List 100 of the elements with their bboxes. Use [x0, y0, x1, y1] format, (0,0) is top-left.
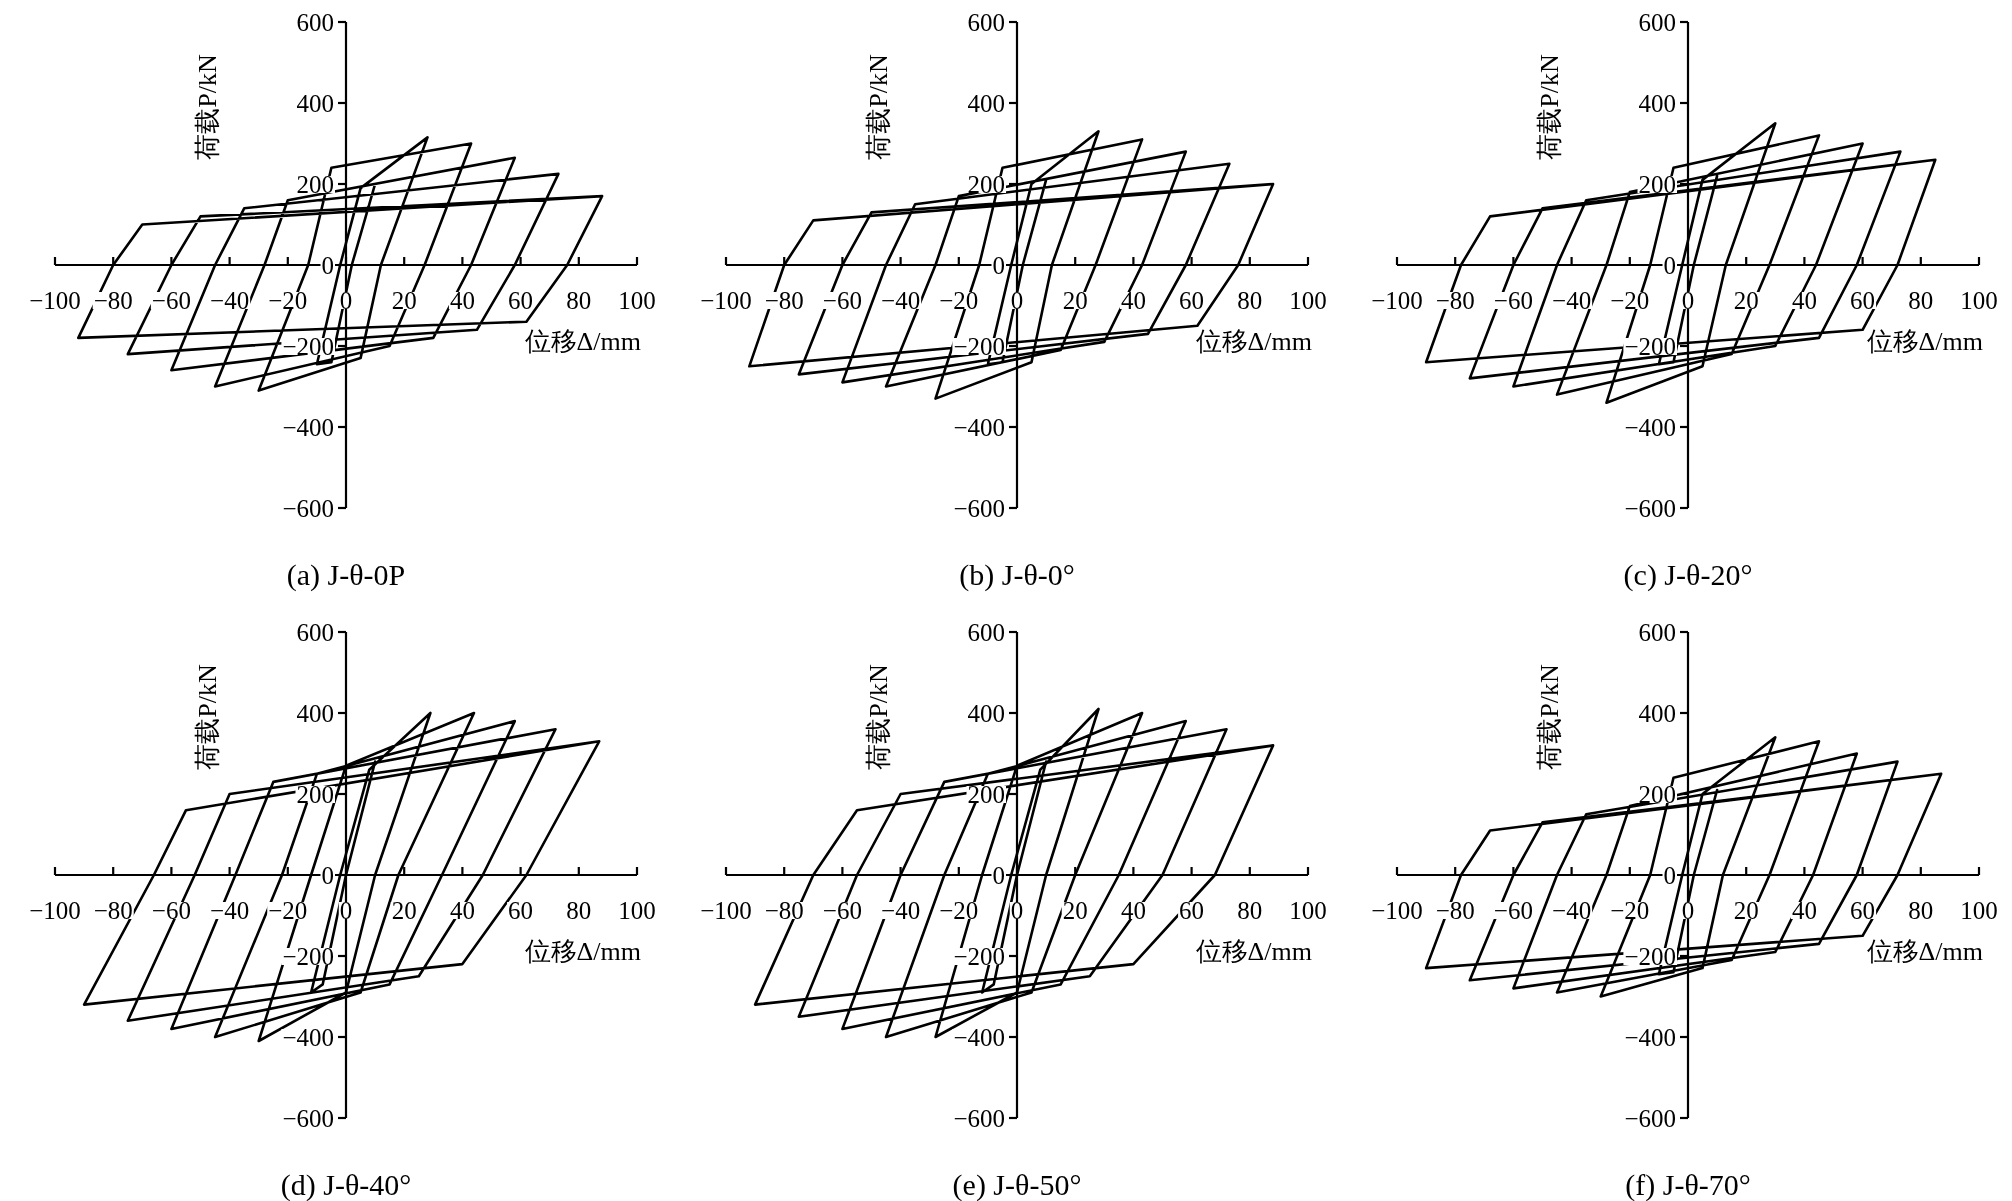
x-tick-label: −40: [1552, 287, 1592, 314]
y-tick-label: 200: [296, 171, 334, 198]
y-tick-label: 0: [1663, 252, 1676, 279]
y-tick-label: 600: [967, 619, 1005, 646]
text: (b) J-θ-0°: [959, 558, 1075, 592]
y-axis-title: 荷载P/kN: [864, 54, 893, 160]
y-tick-label: 400: [967, 90, 1005, 117]
x-tick-label: 0: [1681, 287, 1695, 314]
x-tick-label: 100: [1960, 897, 1998, 924]
x-tick-label: −100: [1371, 287, 1423, 314]
x-tick-label: 80: [566, 897, 592, 924]
x-tick-label: −20: [1610, 897, 1650, 924]
text: (c) J-θ-20°: [1623, 558, 1753, 592]
y-tick-label: 0: [1663, 862, 1676, 889]
y-axis-title: 荷载P/kN: [1535, 664, 1564, 770]
y-tick-label: 600: [1638, 9, 1676, 36]
y-tick-label: −200: [282, 943, 334, 970]
x-tick-label: −20: [268, 897, 308, 924]
x-tick-label: −60: [1493, 287, 1533, 314]
y-tick-label: 200: [967, 781, 1005, 808]
y-tick-label: 0: [992, 862, 1005, 889]
y-tick-label: −200: [282, 333, 334, 360]
x-tick-label: −60: [151, 897, 191, 924]
y-tick-label: −400: [953, 1024, 1005, 1051]
x-tick-label: −60: [151, 287, 191, 314]
x-tick-label: −20: [1610, 287, 1650, 314]
x-tick-label: 40: [449, 897, 475, 924]
y-axis-title: 荷载P/kN: [193, 54, 222, 160]
x-tick-label: −100: [29, 897, 81, 924]
x-tick-label: 60: [1850, 287, 1876, 314]
y-tick-label: −200: [1624, 333, 1676, 360]
y-tick-label: 0: [321, 862, 334, 889]
y-axis-title: 荷载P/kN: [193, 664, 222, 770]
y-tick-label: −600: [953, 1105, 1005, 1132]
x-tick-label: −80: [764, 287, 804, 314]
x-tick-label: 60: [1179, 287, 1205, 314]
y-tick-label: −400: [282, 1024, 334, 1051]
x-tick-label: −40: [1552, 897, 1592, 924]
y-tick-label: −400: [1624, 1024, 1676, 1051]
x-tick-label: −20: [268, 287, 308, 314]
y-tick-label: −600: [282, 495, 334, 522]
x-tick-label: 0: [1010, 287, 1024, 314]
x-tick-label: −80: [93, 287, 133, 314]
x-tick-label: 80: [1237, 897, 1263, 924]
x-tick-label: −100: [700, 287, 752, 314]
y-tick-label: −600: [282, 1105, 334, 1132]
x-tick-label: 100: [1960, 287, 1998, 314]
y-axis-title: 荷载P/kN: [864, 664, 893, 770]
y-tick-label: 400: [967, 700, 1005, 727]
x-axis-title: 位移Δ/mm: [524, 937, 641, 966]
x-tick-label: 40: [1120, 897, 1146, 924]
y-tick-label: 400: [1638, 90, 1676, 117]
x-tick-label: 100: [1289, 897, 1327, 924]
x-tick-label: 60: [1179, 897, 1205, 924]
x-tick-label: 0: [339, 897, 353, 924]
y-tick-label: −400: [1624, 414, 1676, 441]
y-tick-label: −600: [1624, 1105, 1676, 1132]
x-tick-label: 0: [339, 287, 353, 314]
y-tick-label: 600: [967, 9, 1005, 36]
y-tick-label: 600: [296, 619, 334, 646]
text: (d) J-θ-40°: [280, 1168, 412, 1201]
x-tick-label: −40: [210, 287, 250, 314]
x-tick-label: 100: [1289, 287, 1327, 314]
x-tick-label: 20: [391, 897, 417, 924]
x-tick-label: 40: [1791, 897, 1817, 924]
y-tick-label: 200: [1638, 171, 1676, 198]
y-axis-title: 荷载P/kN: [1535, 54, 1564, 160]
y-tick-label: 0: [992, 252, 1005, 279]
text: (a) J-θ-0P: [286, 558, 406, 592]
x-tick-label: −100: [29, 287, 81, 314]
x-tick-label: −80: [1435, 287, 1475, 314]
x-tick-label: 40: [1120, 287, 1146, 314]
x-tick-label: −20: [939, 287, 979, 314]
x-tick-label: −100: [700, 897, 752, 924]
x-tick-label: −100: [1371, 897, 1423, 924]
y-tick-label: 0: [321, 252, 334, 279]
y-tick-label: −200: [953, 943, 1005, 970]
x-tick-label: −40: [881, 897, 921, 924]
text: (e) J-θ-50°: [952, 1168, 1082, 1201]
y-tick-label: 200: [296, 781, 334, 808]
y-tick-label: −600: [953, 495, 1005, 522]
x-tick-label: −60: [1493, 897, 1533, 924]
y-tick-label: −200: [1624, 943, 1676, 970]
x-tick-label: 60: [508, 897, 534, 924]
x-tick-label: −80: [93, 897, 133, 924]
y-tick-label: 400: [296, 90, 334, 117]
y-tick-label: −400: [282, 414, 334, 441]
x-tick-label: −80: [1435, 897, 1475, 924]
x-tick-label: 100: [618, 287, 656, 314]
x-axis-title: 位移Δ/mm: [524, 327, 641, 356]
x-tick-label: 80: [1908, 287, 1934, 314]
x-tick-label: 80: [1237, 287, 1263, 314]
x-axis-title: 位移Δ/mm: [1195, 327, 1312, 356]
x-tick-label: 60: [508, 287, 534, 314]
x-tick-label: 20: [391, 287, 417, 314]
x-axis-title: 位移Δ/mm: [1866, 327, 1983, 356]
y-tick-label: −200: [953, 333, 1005, 360]
y-tick-label: 600: [1638, 619, 1676, 646]
x-tick-label: −40: [210, 897, 250, 924]
y-tick-label: 400: [296, 700, 334, 727]
